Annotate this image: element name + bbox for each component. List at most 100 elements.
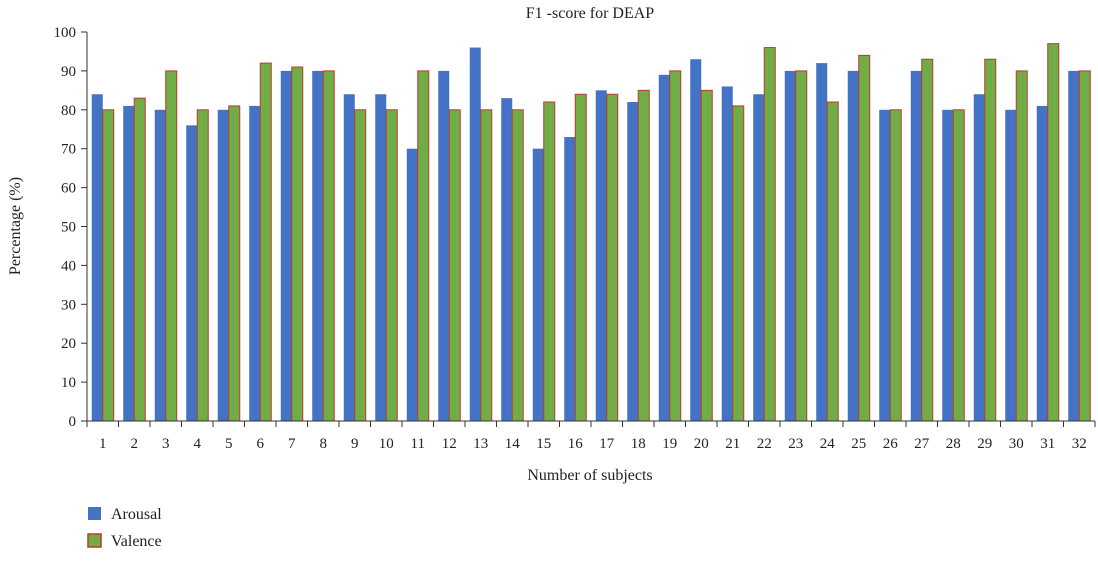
legend-label-arousal: Arousal bbox=[111, 506, 162, 523]
bar-valence-2 bbox=[133, 97, 146, 422]
x-tick-label: 11 bbox=[411, 436, 425, 452]
bar-arousal-10 bbox=[375, 94, 387, 422]
bar-valence-26 bbox=[889, 109, 902, 422]
bar-valence-8 bbox=[322, 70, 335, 422]
legend-swatch-arousal bbox=[88, 507, 101, 520]
bar-valence-23 bbox=[795, 70, 808, 422]
bar-valence-11 bbox=[417, 70, 430, 422]
y-tick-label: 50 bbox=[61, 220, 76, 236]
bar-valence-13 bbox=[480, 109, 493, 422]
bar-arousal-8 bbox=[312, 70, 324, 422]
bar-arousal-4 bbox=[186, 125, 198, 422]
bar-arousal-26 bbox=[879, 109, 891, 422]
bar-arousal-9 bbox=[343, 94, 355, 422]
y-axis-title: Percentage (%) bbox=[7, 177, 24, 275]
bar-arousal-2 bbox=[123, 105, 135, 421]
y-tick-label: 10 bbox=[61, 375, 76, 391]
bar-valence-1 bbox=[102, 109, 115, 422]
x-tick-label: 9 bbox=[351, 436, 359, 452]
bar-arousal-12 bbox=[438, 70, 450, 422]
bar-arousal-21 bbox=[721, 86, 733, 422]
bar-arousal-30 bbox=[1005, 109, 1017, 422]
x-tick-label: 1 bbox=[99, 436, 107, 452]
x-tick-label: 4 bbox=[194, 436, 202, 452]
bar-arousal-31 bbox=[1036, 105, 1048, 421]
y-tick-label: 30 bbox=[61, 297, 76, 313]
bar-valence-5 bbox=[228, 105, 241, 422]
chart-title: F1 -score for DEAP bbox=[526, 5, 655, 22]
bar-valence-18 bbox=[637, 89, 650, 422]
x-tick-label: 5 bbox=[225, 436, 233, 452]
y-tick-label: 40 bbox=[61, 258, 76, 274]
x-tick-label: 31 bbox=[1040, 436, 1055, 452]
y-tick-label: 0 bbox=[69, 414, 77, 430]
x-tick-label: 25 bbox=[851, 436, 866, 452]
bar-arousal-19 bbox=[658, 74, 670, 421]
bar-valence-28 bbox=[952, 109, 965, 422]
bar-arousal-24 bbox=[816, 63, 828, 422]
x-tick-label: 14 bbox=[505, 436, 521, 452]
y-tick-label: 70 bbox=[61, 142, 76, 158]
bar-arousal-32 bbox=[1068, 70, 1080, 422]
y-tick-label: 90 bbox=[61, 64, 76, 80]
bar-valence-14 bbox=[511, 109, 524, 422]
bar-valence-32 bbox=[1078, 70, 1091, 422]
bar-arousal-17 bbox=[595, 90, 607, 421]
bar-valence-21 bbox=[732, 105, 745, 422]
x-tick-label: 19 bbox=[662, 436, 677, 452]
bar-valence-17 bbox=[606, 93, 619, 422]
x-tick-label: 30 bbox=[1009, 436, 1024, 452]
bar-arousal-13 bbox=[469, 47, 481, 422]
bar-arousal-1 bbox=[91, 94, 103, 422]
x-tick-label: 29 bbox=[977, 436, 992, 452]
x-tick-label: 8 bbox=[320, 436, 328, 452]
x-tick-label: 23 bbox=[788, 436, 803, 452]
x-tick-label: 2 bbox=[131, 436, 139, 452]
x-tick-label: 7 bbox=[288, 436, 296, 452]
legend: Arousal Valence bbox=[87, 506, 162, 550]
x-tick-label: 26 bbox=[883, 436, 899, 452]
bar-valence-3 bbox=[165, 70, 178, 422]
bar-arousal-27 bbox=[910, 70, 922, 422]
bar-valence-29 bbox=[984, 58, 997, 422]
bar-arousal-7 bbox=[280, 70, 292, 422]
x-tick-label: 16 bbox=[568, 436, 584, 452]
bar-arousal-29 bbox=[973, 94, 985, 422]
y-tick-label: 80 bbox=[61, 103, 76, 119]
bar-valence-19 bbox=[669, 70, 682, 422]
x-tick-label: 20 bbox=[694, 436, 709, 452]
bar-valence-16 bbox=[574, 93, 587, 422]
bar-arousal-15 bbox=[532, 148, 544, 421]
x-tick-label: 3 bbox=[162, 436, 170, 452]
y-tick-label: 20 bbox=[61, 336, 76, 352]
bar-valence-15 bbox=[543, 101, 556, 422]
x-tick-label: 21 bbox=[725, 436, 740, 452]
bar-arousal-25 bbox=[847, 70, 859, 422]
x-tick-label: 27 bbox=[914, 436, 930, 452]
bar-arousal-28 bbox=[942, 109, 954, 422]
bar-valence-6 bbox=[259, 62, 272, 422]
legend-swatch-valence bbox=[87, 533, 102, 548]
bar-valence-27 bbox=[921, 58, 934, 422]
legend-label-valence: Valence bbox=[111, 533, 162, 550]
x-tick-label: 17 bbox=[599, 436, 615, 452]
y-tick-label: 100 bbox=[54, 25, 77, 41]
x-tick-label: 28 bbox=[946, 436, 961, 452]
x-tick-label: 24 bbox=[820, 436, 836, 452]
x-axis-title: Number of subjects bbox=[527, 467, 652, 484]
x-tick-label: 13 bbox=[473, 436, 488, 452]
bar-arousal-18 bbox=[627, 102, 639, 422]
y-tick-label: 60 bbox=[61, 181, 76, 197]
bar-arousal-16 bbox=[564, 137, 576, 421]
bar-valence-20 bbox=[700, 89, 713, 422]
bar-valence-10 bbox=[385, 109, 398, 422]
x-tick-label: 6 bbox=[257, 436, 265, 452]
bar-arousal-3 bbox=[154, 109, 166, 422]
bar-arousal-5 bbox=[217, 109, 229, 422]
bar-valence-9 bbox=[354, 109, 367, 422]
bar-arousal-6 bbox=[249, 105, 261, 421]
bar-arousal-11 bbox=[406, 148, 418, 421]
bar-valence-4 bbox=[196, 109, 209, 422]
